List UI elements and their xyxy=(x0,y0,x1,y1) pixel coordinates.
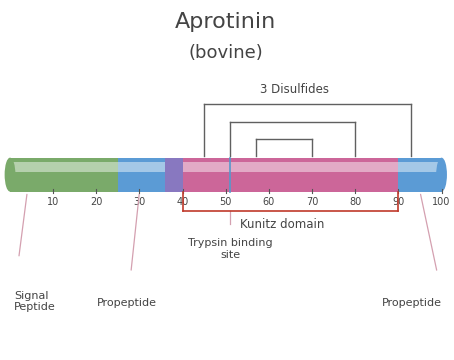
Text: Kunitz domain: Kunitz domain xyxy=(240,219,324,231)
Text: 10: 10 xyxy=(47,197,59,207)
Text: Propeptide: Propeptide xyxy=(381,298,442,308)
Bar xyxy=(399,162,442,172)
Ellipse shape xyxy=(5,158,15,192)
Text: 50: 50 xyxy=(220,197,232,207)
Bar xyxy=(10,158,118,192)
Text: 80: 80 xyxy=(349,197,361,207)
Text: Propeptide: Propeptide xyxy=(97,298,157,308)
Text: 30: 30 xyxy=(133,197,146,207)
Text: 90: 90 xyxy=(392,197,405,207)
Text: 60: 60 xyxy=(263,197,275,207)
Text: 70: 70 xyxy=(306,197,318,207)
Bar xyxy=(10,162,118,172)
Ellipse shape xyxy=(436,158,447,192)
Text: 3 Disulfides: 3 Disulfides xyxy=(260,82,329,95)
Text: Aprotinin: Aprotinin xyxy=(175,12,276,32)
Text: 100: 100 xyxy=(432,197,451,207)
Text: Trypsin binding
site: Trypsin binding site xyxy=(188,238,272,260)
Text: Signal
Peptide: Signal Peptide xyxy=(15,291,56,312)
Bar xyxy=(183,158,399,192)
Bar xyxy=(183,162,399,172)
Bar xyxy=(118,162,165,172)
Bar xyxy=(399,158,442,192)
Bar xyxy=(118,158,165,192)
Text: 40: 40 xyxy=(177,197,189,207)
Text: 20: 20 xyxy=(90,197,103,207)
Text: (bovine): (bovine) xyxy=(188,44,263,62)
Bar xyxy=(165,158,183,192)
